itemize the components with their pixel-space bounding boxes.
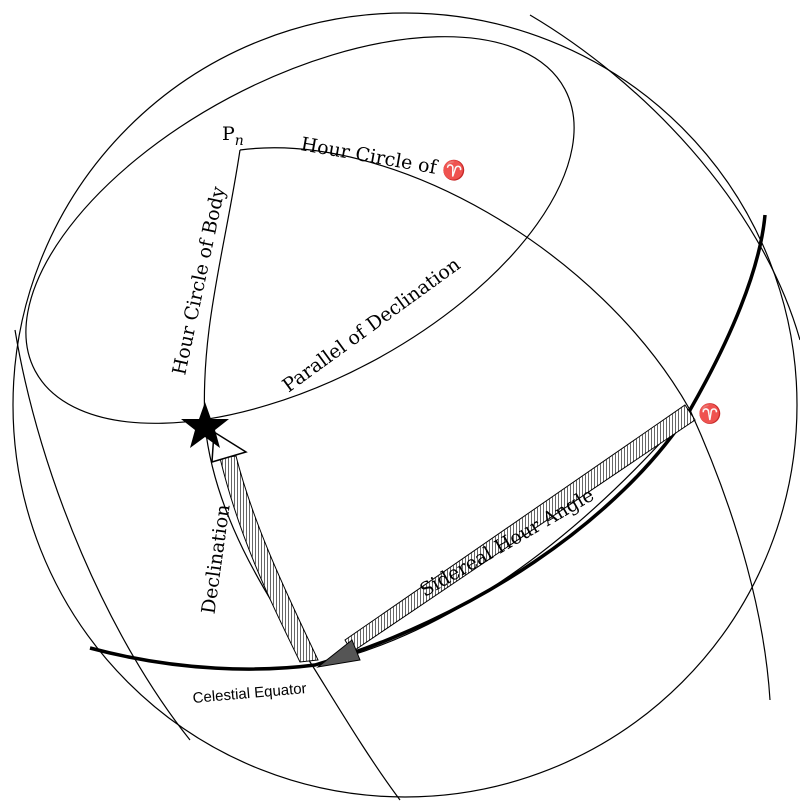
hour-circle-body [203, 149, 401, 801]
pole-label: Pn [222, 123, 244, 149]
equator-inner [314, 409, 691, 666]
sha-arrowhead [316, 639, 361, 668]
sha-label: Sidereal Hour Angle [416, 484, 598, 602]
sphere-outline [12, 12, 798, 798]
meridian-right [529, 14, 800, 341]
declination-band [219, 455, 319, 663]
hour-circle-body-label: Hour Circle of Body [168, 184, 229, 377]
pole-letter: P [222, 123, 235, 145]
hour-circle-aries [239, 147, 771, 701]
celestial-equator [89, 214, 767, 671]
declination-label: Declination [197, 503, 234, 615]
hour-circle-aries-label: Hour Circle of ♈ [299, 132, 468, 184]
pole-subscript: n [235, 133, 244, 149]
equator-label: Celestial Equator [192, 680, 307, 707]
parallel-label: Parallel of Declination [278, 253, 464, 397]
meridian-left [14, 329, 191, 741]
star [181, 402, 229, 448]
declination-arrowhead [211, 430, 248, 464]
aries-label: ♈ [698, 402, 722, 425]
parallel-of-declination [25, 36, 575, 424]
